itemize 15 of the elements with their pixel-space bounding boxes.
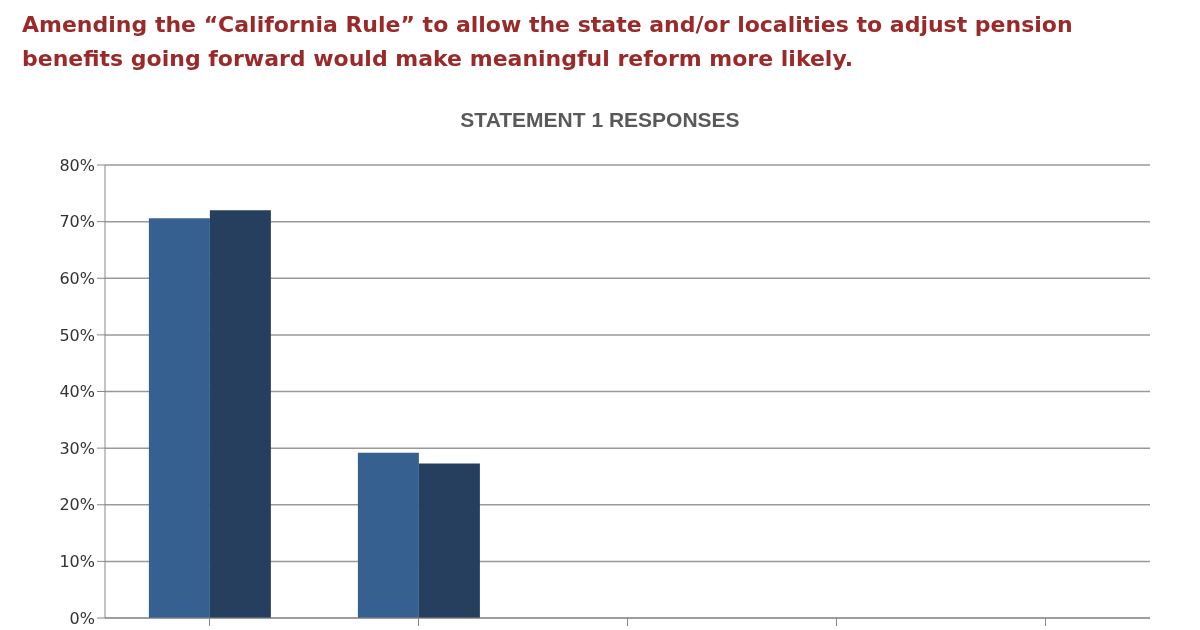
bar <box>148 218 210 618</box>
chart-title: Amending the “California Rule” to allow the state and/or localities to adjust pension benefits going forward would make meaningful reform more likely. <box>22 11 1074 73</box>
y-tick-label: 40% <box>59 382 95 402</box>
y-tick-label: 80% <box>59 155 95 175</box>
y-tick-label: 0% <box>69 608 95 628</box>
chart-subtitle: STATEMENT 1 RESPONSES <box>459 108 741 132</box>
y-tick-label: 60% <box>59 268 95 288</box>
bar <box>418 463 480 618</box>
y-tick-label: 10% <box>59 552 95 572</box>
bar <box>357 452 419 618</box>
y-tick-label: 70% <box>59 212 95 232</box>
y-tick-label: 30% <box>59 438 95 458</box>
y-tick-label: 50% <box>59 325 95 345</box>
y-tick-label: 20% <box>59 495 95 515</box>
bar <box>209 210 271 618</box>
